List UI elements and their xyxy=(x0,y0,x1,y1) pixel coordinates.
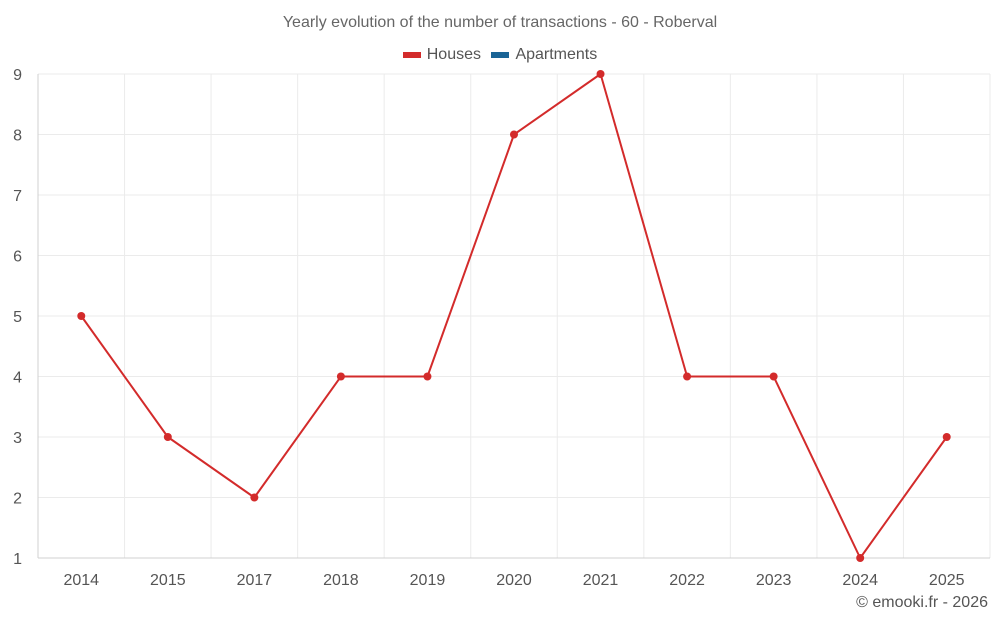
data-point xyxy=(423,372,432,381)
x-tick-label: 2015 xyxy=(150,572,186,589)
data-point xyxy=(77,312,86,320)
data-point xyxy=(856,554,865,562)
y-tick-label: 7 xyxy=(13,188,22,205)
data-point xyxy=(163,433,172,441)
x-tick-label: 2021 xyxy=(583,572,619,589)
x-tick-label: 2024 xyxy=(842,572,878,589)
data-point xyxy=(510,130,518,139)
x-tick-label: 2014 xyxy=(63,572,99,589)
x-tick-label: 2023 xyxy=(756,572,792,589)
x-tick-label: 2020 xyxy=(496,572,532,589)
credit-text: © emooki.fr - 2026 xyxy=(856,594,988,611)
data-point xyxy=(683,372,692,381)
x-tick-label: 2022 xyxy=(669,572,705,589)
legend-label-houses: Houses xyxy=(426,46,481,63)
data-point xyxy=(250,493,259,502)
legend-item-houses[interactable]: Houses xyxy=(402,46,481,64)
data-point xyxy=(769,372,778,381)
y-tick-label: 6 xyxy=(13,249,22,266)
y-tick-label: 3 xyxy=(13,430,22,447)
y-tick-label: 5 xyxy=(13,309,22,326)
legend-item-apartments[interactable]: Apartments xyxy=(491,46,597,64)
data-point xyxy=(596,70,605,78)
y-tick-label: 2 xyxy=(13,491,22,508)
y-tick-label: 8 xyxy=(13,128,22,145)
data-point xyxy=(942,433,951,441)
legend: Houses Apartments xyxy=(0,45,1000,64)
x-tick-label: 2025 xyxy=(929,572,965,589)
legend-swatch-apartments xyxy=(491,52,510,58)
x-tick-label: 2017 xyxy=(237,572,273,589)
y-tick-label: 9 xyxy=(13,67,22,84)
legend-label-apartments: Apartments xyxy=(515,46,598,63)
x-tick-label: 2019 xyxy=(410,572,446,589)
y-tick-label: 4 xyxy=(13,370,22,387)
legend-swatch-houses xyxy=(402,52,421,58)
chart-title: Yearly evolution of the number of transa… xyxy=(282,14,718,31)
x-tick-label: 2018 xyxy=(323,572,359,589)
data-point xyxy=(336,372,345,381)
y-tick-label: 1 xyxy=(13,551,22,568)
